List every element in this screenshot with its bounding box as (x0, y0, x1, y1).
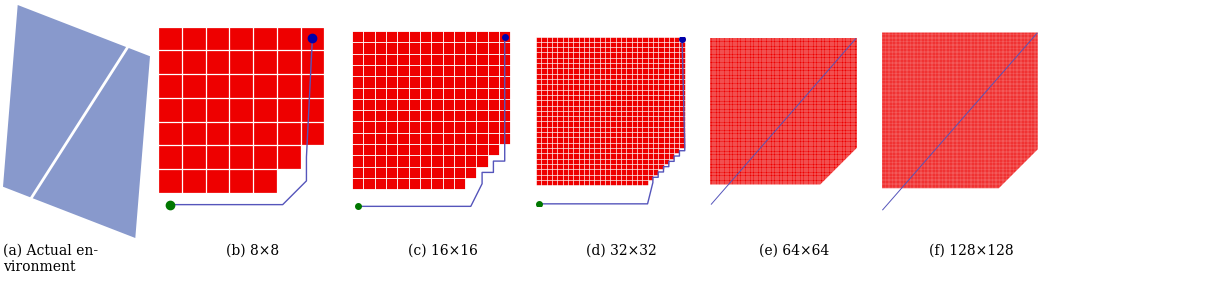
Text: (c) 16×16: (c) 16×16 (408, 244, 478, 258)
Text: (a) Actual en-
vironment: (a) Actual en- vironment (2, 244, 98, 274)
Text: (f) 128×128: (f) 128×128 (929, 244, 1013, 258)
Text: (e) 64×64: (e) 64×64 (759, 244, 829, 258)
Text: (b) 8×8: (b) 8×8 (226, 244, 280, 258)
Text: (d) 32×32: (d) 32×32 (585, 244, 656, 258)
Polygon shape (882, 33, 1037, 188)
Polygon shape (710, 38, 857, 185)
Polygon shape (2, 5, 150, 238)
